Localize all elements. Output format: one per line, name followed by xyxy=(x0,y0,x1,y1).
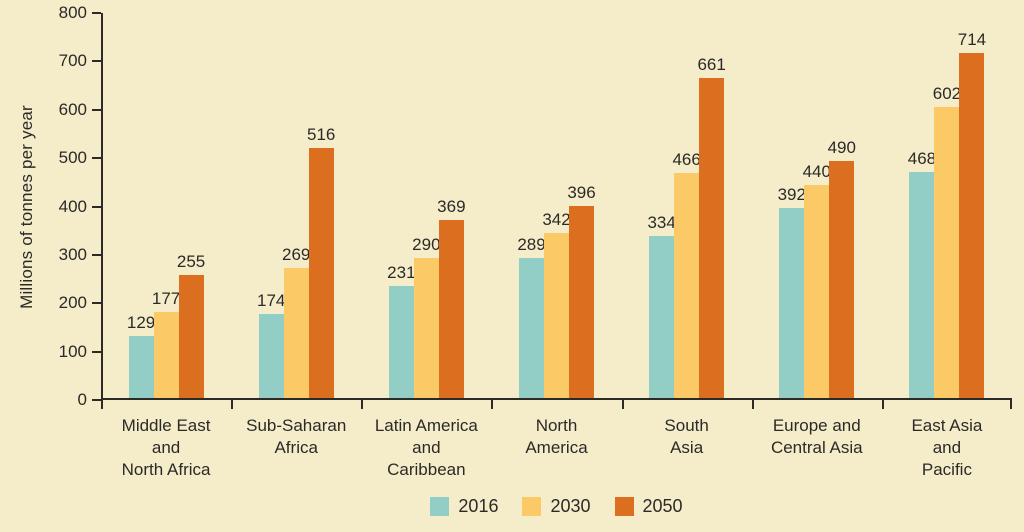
category-label: South Asia xyxy=(664,416,709,457)
category-label: East Asia and Pacific xyxy=(911,416,983,479)
y-axis-tick-label: 100 xyxy=(58,341,87,361)
bar-2030 xyxy=(804,185,830,398)
y-axis-tick-label: 800 xyxy=(58,3,87,22)
y-axis-tick xyxy=(92,253,101,256)
category-label: Europe and Central Asia xyxy=(770,416,863,457)
bar-2050 xyxy=(438,219,464,398)
bar-value-label: 334 xyxy=(647,213,676,233)
y-axis-tick xyxy=(92,157,101,160)
plot-area: 0 100 200 300 400 500 600 700 800 129 177 255 Middle… xyxy=(59,3,1012,479)
bar-value-label: 174 xyxy=(257,290,286,310)
legend-swatch-2050 xyxy=(614,497,634,516)
y-axis-tick-label: 500 xyxy=(58,148,87,168)
bar-value-label: 129 xyxy=(126,312,156,332)
x-axis-tick xyxy=(231,400,233,409)
bar-2030 xyxy=(544,232,569,398)
bar-2016 xyxy=(128,335,154,398)
bar-2016 xyxy=(649,236,675,398)
bar-value-label: 490 xyxy=(827,137,856,157)
x-axis-tick xyxy=(752,400,754,409)
bar-value-label: 269 xyxy=(282,244,311,264)
bar-value-label: 602 xyxy=(932,83,962,103)
y-axis-tick-label: 700 xyxy=(58,51,87,71)
y-axis-tick xyxy=(92,108,101,111)
x-axis-line xyxy=(101,398,1012,400)
bar-2016 xyxy=(519,258,544,398)
bar-value-label: 396 xyxy=(567,183,596,203)
category-label: Middle East and North Africa xyxy=(121,416,211,479)
bar-value-label: 290 xyxy=(412,234,441,254)
bar-value-label: 661 xyxy=(697,55,726,75)
bar-2030 xyxy=(674,172,700,398)
x-axis-tick xyxy=(1010,400,1012,409)
y-axis-tick-label: 400 xyxy=(58,196,87,216)
y-axis-tick-label: 300 xyxy=(58,244,87,264)
bar-2050 xyxy=(699,78,725,398)
bar-2050 xyxy=(569,206,594,398)
legend-item: 2050 xyxy=(614,496,683,517)
bar-2030 xyxy=(283,267,309,398)
y-axis-tick xyxy=(92,12,101,14)
bar-value-label: 289 xyxy=(517,235,546,255)
category-label: Sub-Saharan Africa xyxy=(246,416,347,457)
legend-item: 2016 xyxy=(430,496,498,517)
bar-2030 xyxy=(153,312,179,398)
y-axis-tick-label: 200 xyxy=(58,293,87,313)
x-axis-tick xyxy=(101,400,103,409)
bar-2050 xyxy=(829,160,855,398)
bar-value-label: 516 xyxy=(307,125,336,145)
y-axis-tick xyxy=(92,302,101,305)
category-label: Latin America and Caribbean xyxy=(374,416,478,479)
bar-value-label: 392 xyxy=(777,185,806,205)
legend-swatch-2016 xyxy=(430,497,450,516)
legend-item: 2030 xyxy=(522,496,591,517)
bar-value-label: 231 xyxy=(387,263,416,283)
bar-value-label: 440 xyxy=(802,162,831,182)
bar-2030 xyxy=(934,106,960,398)
y-axis-tick xyxy=(92,60,101,63)
legend: 2016 2030 2050 xyxy=(101,496,1012,517)
bar-2050 xyxy=(959,52,985,398)
y-axis-tick-label: 600 xyxy=(58,99,87,119)
bar-value-label: 466 xyxy=(672,149,701,169)
x-axis-tick xyxy=(361,400,363,409)
bar-2016 xyxy=(909,171,935,398)
y-axis-title: Millions of tonnes per year xyxy=(17,105,36,309)
y-axis-tick xyxy=(92,205,101,208)
bar-value-label: 342 xyxy=(542,209,571,229)
bar-2050 xyxy=(178,274,204,398)
x-axis-tick xyxy=(491,400,493,409)
y-axis-line xyxy=(101,13,103,400)
bar-value-label: 255 xyxy=(176,251,206,271)
bar-value-label: 369 xyxy=(437,196,466,216)
y-axis-tick-label: 0 xyxy=(77,390,87,409)
y-axis-tick xyxy=(92,350,101,353)
legend-label: 2016 xyxy=(458,496,499,516)
x-axis-tick xyxy=(882,400,884,409)
bar-2016 xyxy=(779,208,805,398)
bar-value-label: 714 xyxy=(957,29,987,49)
legend-label: 2050 xyxy=(642,496,683,516)
bar-2016 xyxy=(258,313,284,398)
bar-2016 xyxy=(388,286,414,398)
legend-swatch-2030 xyxy=(522,497,542,516)
y-axis-tick xyxy=(92,399,101,401)
x-axis-tick xyxy=(622,400,624,409)
bar-value-label: 468 xyxy=(907,148,937,168)
bar-2030 xyxy=(413,257,439,398)
bar-value-label: 177 xyxy=(151,289,181,309)
bar-2050 xyxy=(308,148,334,398)
legend-label: 2030 xyxy=(550,496,591,516)
category-label: North America xyxy=(525,416,588,457)
